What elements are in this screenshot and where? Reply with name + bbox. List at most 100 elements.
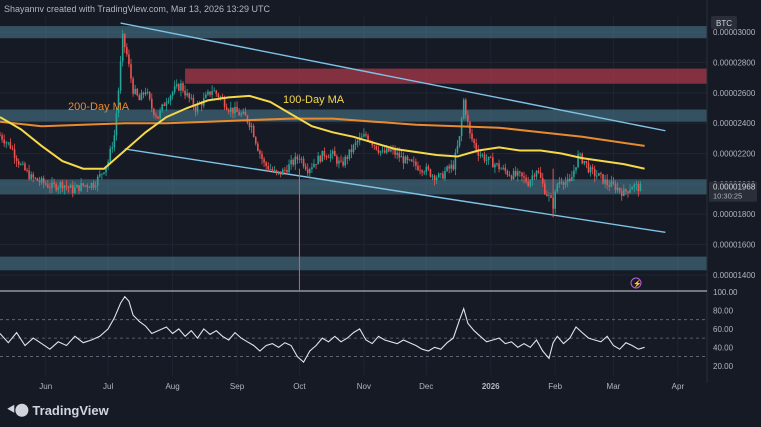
candle-body — [385, 148, 388, 153]
candle-body — [67, 186, 70, 188]
candle-body — [629, 189, 631, 193]
x-tick-label: Apr — [672, 382, 685, 391]
candle-body — [568, 178, 571, 182]
candle-body — [525, 177, 527, 183]
candle-body — [248, 122, 251, 128]
candle-body — [80, 183, 82, 191]
candle-body — [427, 166, 430, 170]
candle-body — [381, 150, 384, 152]
candle-body — [639, 184, 642, 192]
candle-body — [589, 167, 592, 173]
candle-body — [331, 150, 334, 155]
candle-body — [271, 169, 274, 171]
candle-body — [186, 93, 188, 96]
candle-body — [373, 145, 376, 146]
rsi-tick-label: 100.00 — [713, 288, 738, 297]
x-tick-label: Mar — [607, 382, 621, 391]
candles — [0, 29, 642, 214]
candle-body — [544, 183, 546, 195]
candle-body — [477, 149, 480, 156]
candle-body — [96, 176, 99, 186]
candle-body — [419, 170, 421, 171]
candle-body — [290, 159, 292, 165]
candle-body — [240, 113, 243, 116]
candle-body — [433, 175, 436, 181]
candle-body — [26, 170, 28, 171]
candle-body — [440, 173, 442, 175]
ma200-line — [0, 117, 645, 147]
candle-body — [348, 149, 351, 159]
symbol-badge-label: BTC — [716, 19, 732, 28]
candle-body — [402, 156, 405, 164]
candle-body — [635, 184, 638, 185]
candle-body — [36, 178, 39, 181]
candle-body — [579, 153, 581, 155]
candle-body — [171, 92, 174, 96]
candle-body — [167, 100, 170, 103]
x-tick-label: 2026 — [482, 382, 500, 391]
candle-body — [317, 155, 319, 165]
candle-body — [134, 88, 136, 94]
candle-body — [227, 109, 230, 112]
annotation-200-day-ma: 200-Day MA — [68, 101, 130, 113]
candle-body — [296, 156, 299, 160]
candle-body — [338, 160, 340, 164]
candle-body — [153, 108, 155, 115]
ma100-line — [0, 94, 645, 170]
candle-body — [138, 95, 141, 101]
candle-body — [1, 135, 3, 140]
candle-body — [119, 61, 122, 91]
candle-body — [57, 187, 60, 190]
candle-body — [82, 183, 84, 186]
candle-body — [128, 54, 130, 65]
candle-body — [63, 185, 66, 189]
candle-body — [633, 184, 636, 188]
candle-body — [65, 185, 68, 187]
zone-low-support — [0, 256, 707, 271]
candle-body — [78, 185, 80, 191]
candle-body — [275, 170, 278, 173]
candle-body — [523, 176, 525, 178]
candle-body — [273, 170, 276, 171]
candle-body — [363, 134, 365, 137]
candle-body — [604, 179, 606, 184]
candle-body — [192, 97, 195, 107]
candle-body — [44, 183, 47, 185]
rsi-tick-label: 20.00 — [713, 362, 734, 371]
zone-current-support — [0, 179, 707, 195]
candle-body — [157, 116, 159, 119]
candle-body — [456, 145, 459, 153]
price-tick-label: 0.00001400 — [713, 271, 756, 280]
candle-body — [7, 142, 10, 144]
rsi-line — [0, 295, 645, 363]
price-tick-label: 0.00002800 — [713, 59, 756, 68]
candle-body — [196, 103, 199, 112]
candle-body — [593, 169, 596, 177]
candle-body — [539, 172, 542, 178]
candle-body — [390, 149, 392, 152]
candle-body — [379, 151, 382, 153]
candle-body — [292, 159, 294, 165]
candle-body — [207, 91, 209, 95]
candle-body — [361, 136, 363, 138]
candle-body — [616, 187, 619, 191]
candle-body — [535, 170, 538, 177]
candle-body — [42, 178, 45, 184]
candle-body — [417, 165, 419, 171]
candle-body — [562, 182, 565, 185]
candle-body — [550, 195, 552, 198]
candle-body — [620, 191, 623, 196]
candle-body — [602, 174, 604, 184]
candle-body — [448, 166, 450, 169]
candle-body — [86, 185, 89, 188]
candle-body — [238, 111, 240, 116]
lightning-icon — [630, 277, 642, 289]
candle-body — [485, 159, 488, 161]
candle-body — [425, 166, 428, 173]
candle-body — [377, 149, 380, 153]
candle-body — [502, 167, 505, 169]
candle-body — [209, 91, 211, 95]
candle-body — [329, 154, 332, 158]
